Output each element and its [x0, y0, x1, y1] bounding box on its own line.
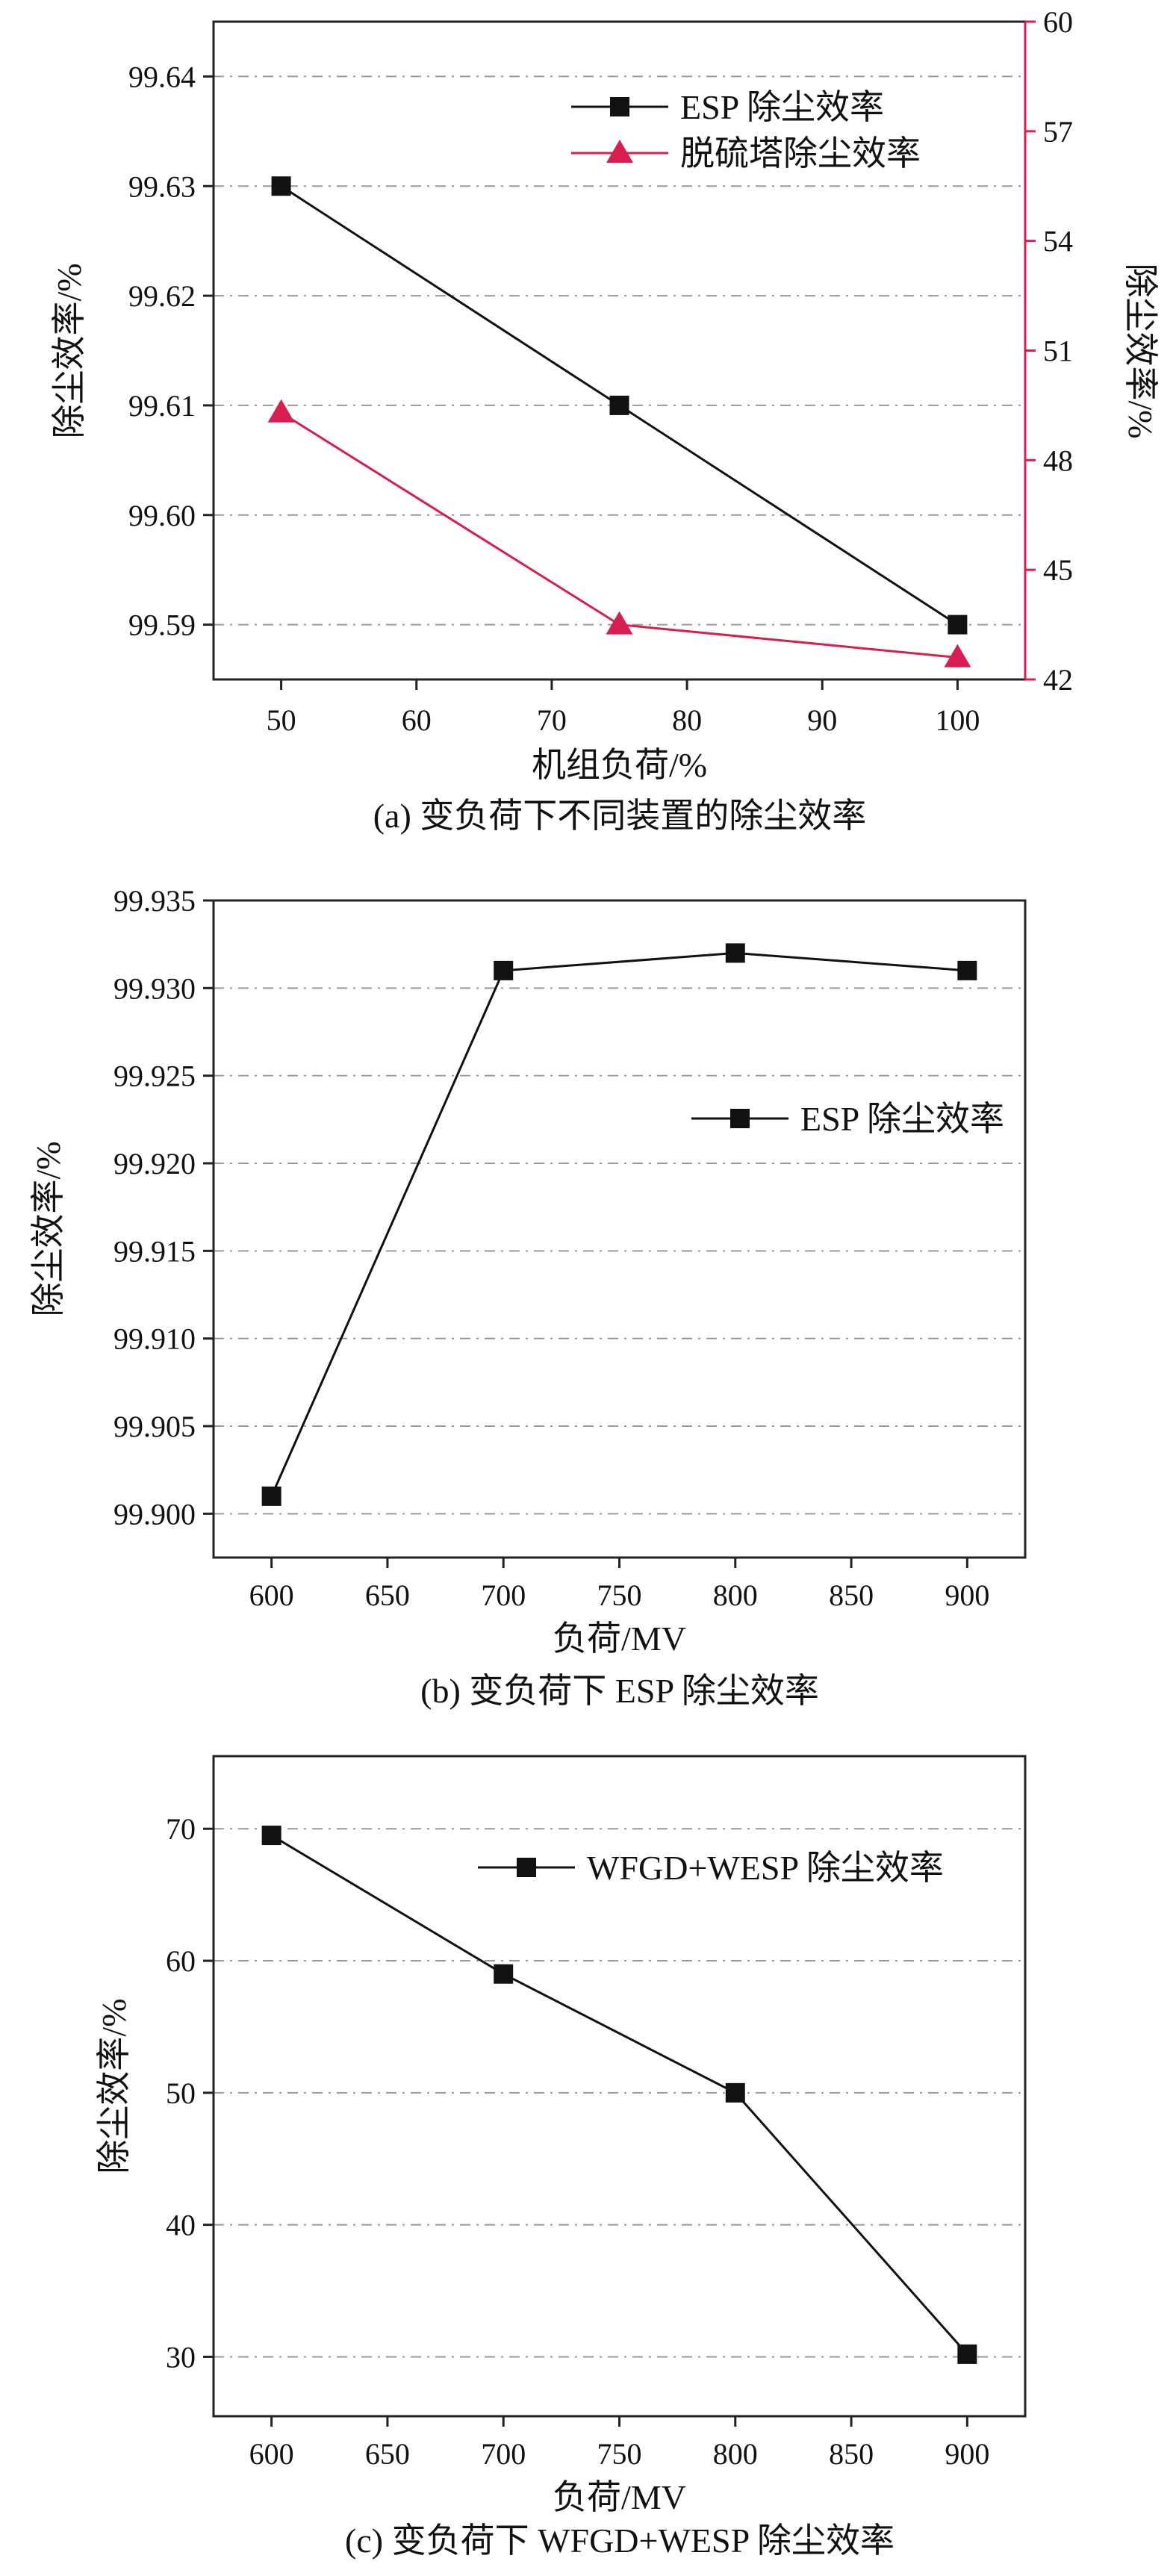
y-tick-label: 99.59	[128, 609, 196, 642]
figure-caption: (c) 变负荷下 WFGD+WESP 除尘效率	[345, 2521, 895, 2560]
x-tick-label: 50	[267, 703, 296, 737]
data-point-series-0	[609, 395, 629, 415]
right-y-tick-label: 51	[1043, 335, 1073, 368]
data-point-series-0	[261, 1826, 281, 1846]
y-tick-label: 99.935	[113, 884, 196, 918]
right-y-tick-label: 54	[1043, 225, 1073, 258]
data-point-series-0	[957, 960, 977, 980]
x-tick-label: 700	[481, 2437, 526, 2471]
plot-frame	[212, 20, 1027, 681]
x-tick-label: 60	[402, 703, 432, 737]
legend-label-0: ESP 除尘效率	[800, 1100, 1004, 1138]
y-tick-label: 99.920	[113, 1147, 196, 1180]
chart-b: 99.900 99.905 99.910 99.915 99.920 99.925 99.9…	[29, 884, 1027, 1710]
series-line-0	[270, 951, 968, 1497]
y-tick-label: 99.61	[128, 389, 196, 423]
x-tick-label: 80	[672, 703, 702, 737]
x-tick-label: 900	[945, 2437, 989, 2471]
y-axis-title: 除尘效率/%	[95, 1998, 133, 2174]
y-tick-label: 50	[166, 2076, 196, 2110]
data-point-series-0	[494, 1964, 514, 1984]
series-line-0	[270, 1834, 968, 2355]
y-tick-label: 99.62	[128, 279, 196, 313]
x-tick-label: 700	[481, 1578, 526, 1612]
data-point-series-0	[957, 2344, 977, 2364]
y-tick-label: 40	[166, 2209, 196, 2242]
y-axis-title: 除尘效率/%	[29, 1141, 67, 1316]
figure-caption: (a) 变负荷下不同装置的除尘效率	[373, 797, 867, 835]
data-point-series-1	[606, 611, 633, 635]
x-tick-label: 800	[713, 2437, 758, 2471]
data-point-series-0	[948, 615, 968, 635]
y-tick-label: 30	[166, 2340, 196, 2374]
legend-marker-0	[730, 1109, 750, 1128]
x-tick-label: 850	[829, 2437, 874, 2471]
y-tick-label: 99.910	[113, 1322, 196, 1356]
figure-caption: (b) 变负荷下 ESP 除尘效率	[420, 1672, 819, 1710]
legend-label-1: 脱硫塔除尘效率	[680, 134, 921, 172]
chart-a: 99.59 99.60 99.61 99.62 99.63 99.64 42 45 48 51 54…	[50, 5, 1160, 835]
x-tick-label: 850	[829, 1578, 874, 1612]
x-tick-label: 70	[537, 703, 567, 737]
x-tick-label: 650	[365, 2437, 410, 2471]
y-axis-title: 除尘效率/%	[50, 263, 88, 438]
y-tick-label: 99.925	[113, 1060, 196, 1093]
data-point-series-0	[271, 176, 291, 196]
right-y-tick-label: 57	[1043, 115, 1073, 149]
right-y-tick-label: 42	[1043, 663, 1073, 697]
x-tick-label: 90	[807, 703, 837, 737]
legend-label-0: ESP 除尘效率	[680, 88, 884, 126]
data-point-series-0	[261, 1486, 281, 1506]
legend-marker-1	[606, 140, 633, 163]
right-y-tick-label: 45	[1043, 553, 1073, 587]
legend-marker-0	[517, 1858, 536, 1877]
y-tick-label: 99.60	[128, 499, 196, 532]
x-tick-label: 600	[249, 2437, 294, 2471]
x-tick-label: 900	[945, 1578, 989, 1612]
x-tick-label: 600	[249, 1578, 294, 1612]
x-tick-label: 750	[597, 2437, 642, 2471]
legend-marker-0	[610, 97, 629, 116]
y-tick-label: 70	[166, 1812, 196, 1846]
right-y-tick-label: 48	[1043, 444, 1073, 477]
plot-frame	[212, 899, 1027, 1559]
x-axis-title: 负荷/MV	[553, 2478, 686, 2516]
x-axis-title: 负荷/MV	[553, 1620, 686, 1658]
y-tick-label: 99.930	[113, 971, 196, 1005]
x-tick-label: 800	[713, 1578, 758, 1612]
y-tick-label: 60	[166, 1944, 196, 1978]
chart-c: 30 40 50 60 70 600 650 700 750 800 850 900 负荷/MV 除尘效率…	[95, 1755, 1027, 2560]
data-point-series-1	[944, 644, 971, 668]
y-tick-label: 99.64	[128, 60, 196, 93]
x-tick-label: 650	[365, 1578, 410, 1612]
data-point-series-0	[725, 943, 745, 963]
y-tick-label: 99.905	[113, 1410, 196, 1443]
data-point-series-1	[267, 399, 295, 423]
y-tick-label: 99.900	[113, 1497, 196, 1531]
right-y-tick-label: 60	[1043, 5, 1073, 39]
x-tick-label: 750	[597, 1578, 642, 1612]
x-tick-label: 100	[935, 703, 980, 737]
right-y-axis-title: 除尘效率/%	[1121, 263, 1160, 438]
legend-label-0: WFGD+WESP 除尘效率	[587, 1849, 944, 1887]
x-axis-title: 机组负荷/%	[532, 746, 707, 784]
y-tick-label: 99.915	[113, 1234, 196, 1268]
data-point-series-0	[494, 960, 514, 980]
y-tick-label: 99.63	[128, 169, 196, 203]
data-point-series-0	[725, 2082, 745, 2103]
